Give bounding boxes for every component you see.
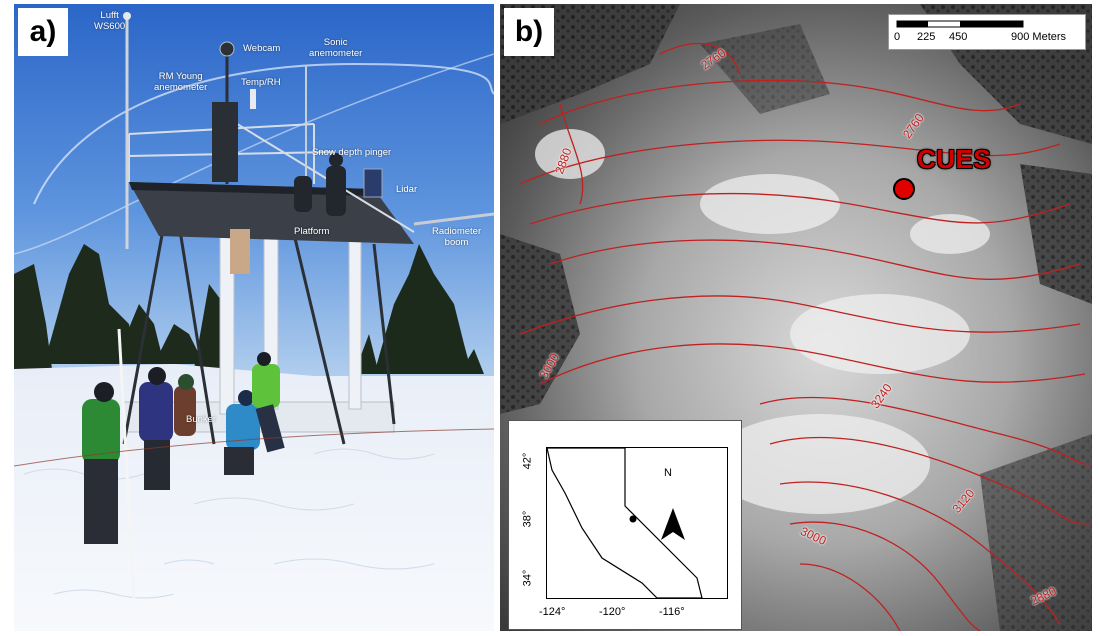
panel-letter-b: b) <box>504 8 554 56</box>
panel-letter-a: a) <box>18 8 68 56</box>
probe-pole <box>117 328 136 600</box>
contrail <box>14 53 494 255</box>
tower-legs <box>122 223 396 445</box>
scale-bar-graphic <box>896 20 1024 28</box>
inset-y-tick: 38° <box>521 510 534 528</box>
label-lufft: Lufft WS600 <box>94 10 126 32</box>
label-snow-depth: Snow depth pinger <box>312 147 392 158</box>
terrain-map <box>500 4 1092 631</box>
cues-site-label: CUES <box>917 144 992 174</box>
scale-label-900: 900 Meters <box>1011 31 1067 43</box>
inset-north-label: N <box>664 467 672 479</box>
scale-label-225: 225 <box>917 31 936 43</box>
lidar <box>363 168 383 198</box>
label-rm-young: RM Young anemometer <box>154 71 208 93</box>
webcam <box>219 41 235 57</box>
station-photo <box>14 4 494 631</box>
label-radiometer: Radiometer boom <box>432 226 482 248</box>
contour-lines <box>519 42 1091 631</box>
label-lidar: Lidar <box>396 184 418 195</box>
inset-x-tick: -120° <box>599 606 626 618</box>
radiometer-boom <box>413 212 494 226</box>
label-sonic: Sonic anemometer <box>309 37 363 59</box>
scale-label-0: 0 <box>894 31 901 43</box>
label-platform: Platform <box>294 226 330 237</box>
inset-y-tick: 34° <box>521 569 534 587</box>
map-panel-b: b) 0 225 450 900 Meters CUES 2760 2760 2… <box>500 4 1092 631</box>
label-bunker: Bunker <box>186 414 217 425</box>
inset-x-tick: -116° <box>659 606 685 618</box>
california-inset-map: N 42° 38° 34° -124° -120° -116° <box>508 420 742 630</box>
snow-patches <box>535 129 990 514</box>
site-dot <box>629 515 637 523</box>
photo-panel-a: a) Lufft WS600 Webcam Sonic anemometer R… <box>14 4 494 631</box>
contrail <box>33 62 494 205</box>
label-webcam: Webcam <box>243 43 281 54</box>
inset-y-tick: 42° <box>521 452 534 470</box>
north-arrow-icon <box>661 508 685 540</box>
california-outline <box>547 448 703 598</box>
scale-label-450: 450 <box>949 31 968 43</box>
inset-x-tick: -124° <box>539 606 566 618</box>
scale-bar: 0 225 450 900 Meters <box>888 14 1086 50</box>
cues-site-marker <box>893 178 915 200</box>
california-shape <box>547 448 703 598</box>
inset-frame <box>546 447 728 599</box>
people-on-platform <box>294 153 346 216</box>
people-ground <box>82 352 285 544</box>
label-temp-rh: Temp/RH <box>241 77 281 88</box>
